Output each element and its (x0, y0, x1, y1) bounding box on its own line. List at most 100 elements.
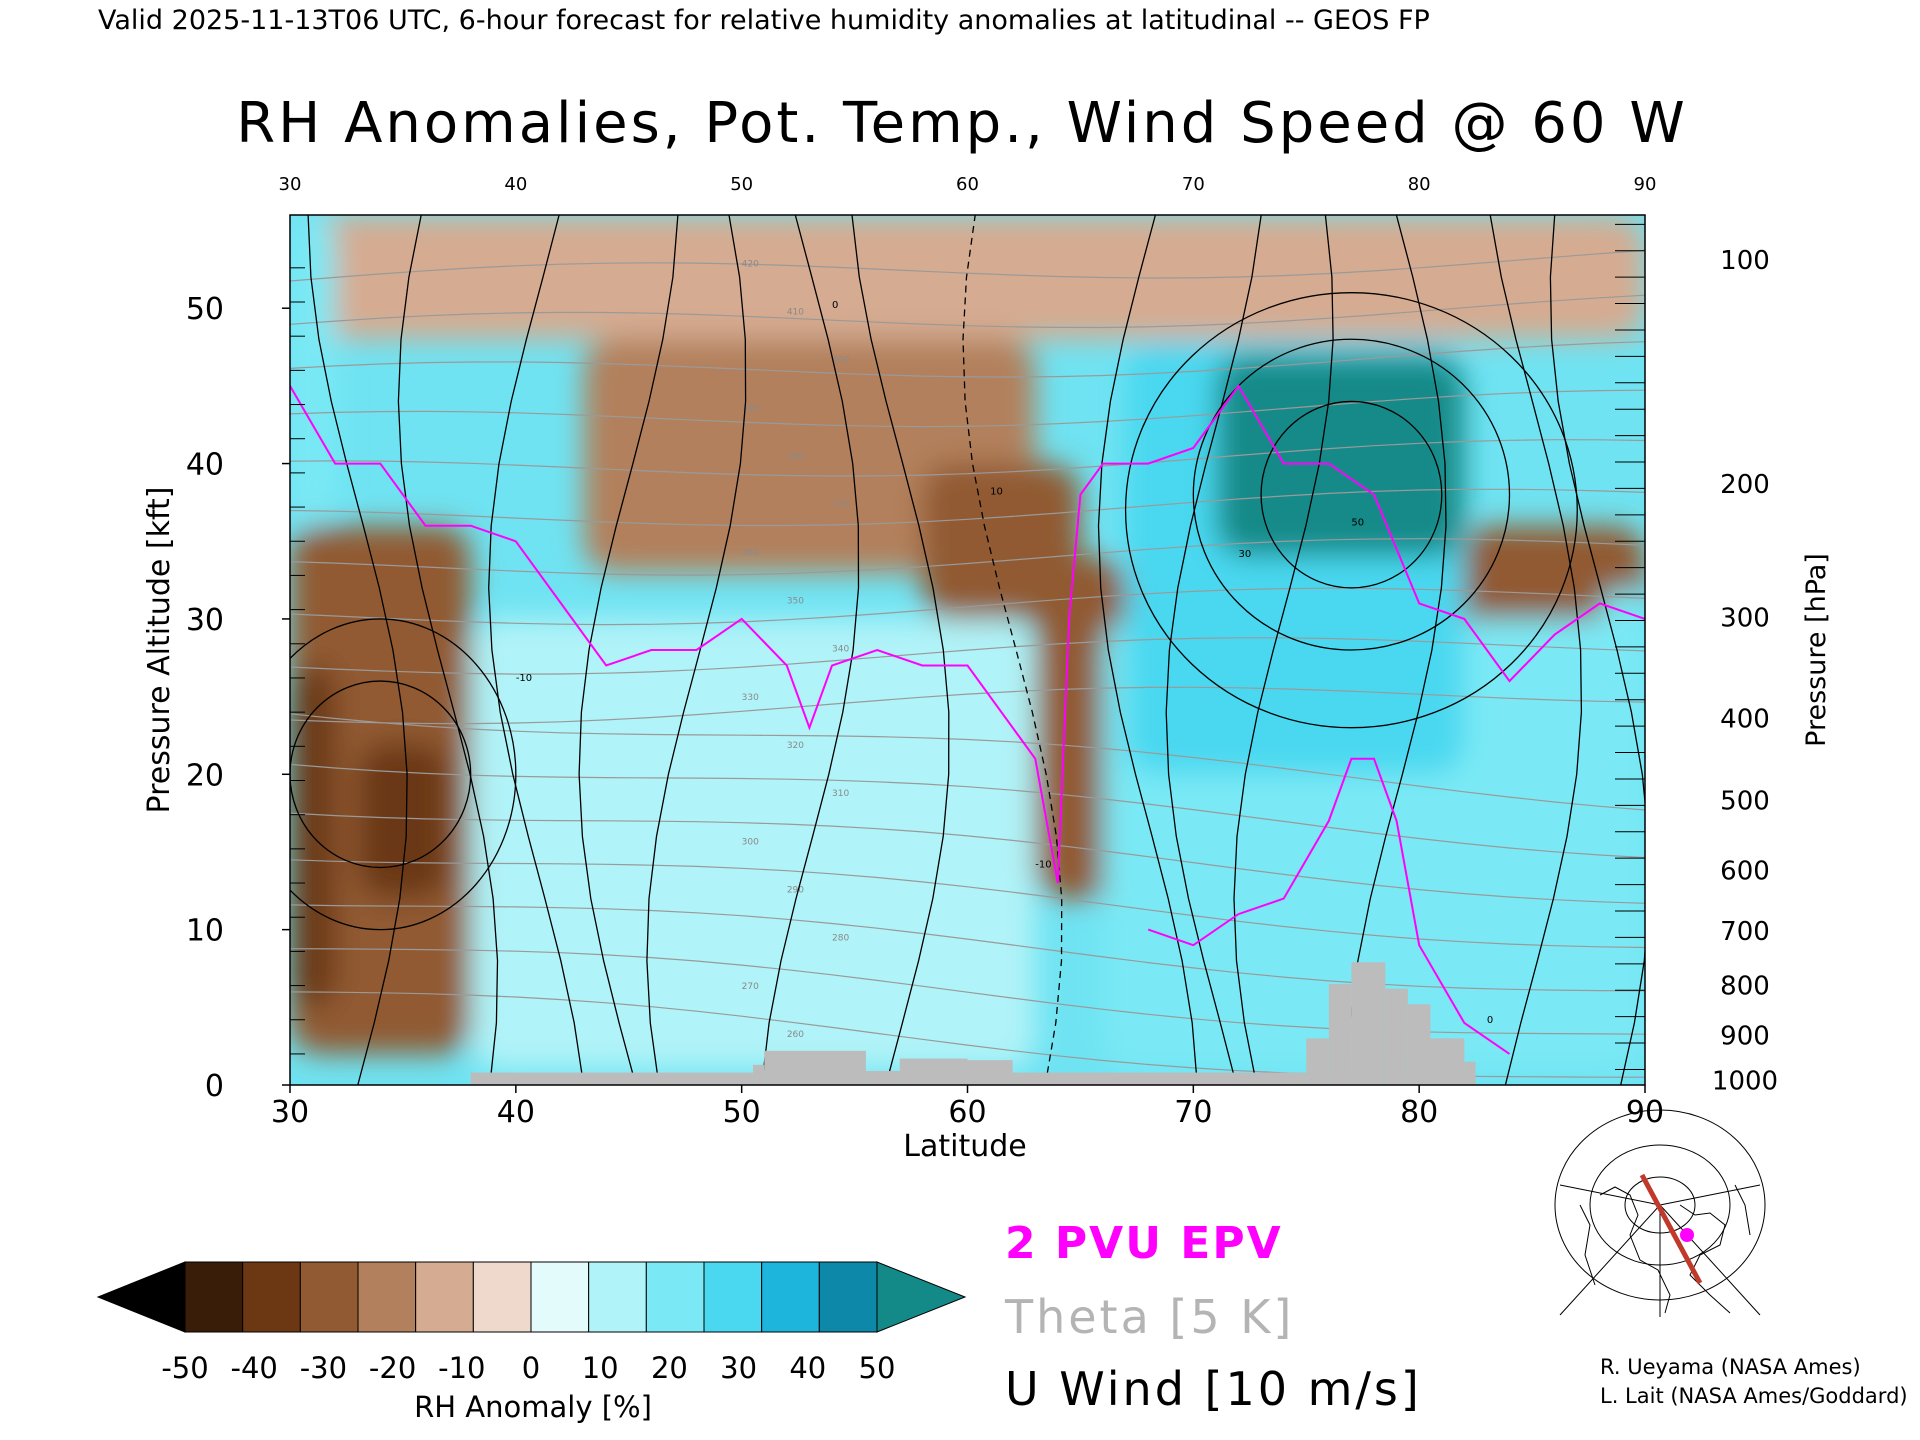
theta-contour-380 (290, 439, 1645, 477)
colorbar-swatch (530, 1261, 590, 1333)
u-wind-label: -10 (516, 673, 532, 684)
colorbar-swatch (415, 1261, 474, 1333)
x-tick-label-top: 40 (504, 174, 527, 195)
terrain-block-7 (1306, 1038, 1329, 1085)
pressure-tick-label: 200 (1720, 470, 1770, 500)
legend-u-wind: U Wind [10 m/s] (1005, 1362, 1422, 1416)
theta-label: 400 (832, 356, 849, 366)
rh-region-16 (1599, 587, 1645, 1054)
theta-contour-340 (290, 637, 1645, 675)
u-wind-contour-13 (1549, 215, 1645, 1085)
y-tick-label: 0 (205, 1069, 224, 1104)
pressure-tick-label: 600 (1720, 857, 1770, 887)
colorbar-tick-label: -10 (438, 1351, 485, 1385)
colorbar-swatch (703, 1261, 763, 1333)
theta-label: 410 (787, 308, 804, 318)
y-tick-label: 30 (186, 603, 224, 638)
u-wind-contour-6 (851, 215, 950, 1085)
rh-region-5 (357, 743, 449, 899)
x-tick-label: 70 (1174, 1095, 1212, 1130)
x-tick-label: 90 (1626, 1095, 1664, 1130)
terrain-block-0 (470, 1072, 753, 1085)
pressure-tick-marks (290, 223, 1645, 1070)
u-wind-label: -10 (1035, 860, 1051, 871)
rh-region-11 (470, 618, 1036, 1070)
u-wind-contour-3 (578, 215, 679, 1085)
terrain-block-3 (865, 1071, 900, 1085)
plot-area: 4204104003903803703603503403303203103002… (186, 174, 1778, 1130)
pressure-tick-label: 400 (1720, 704, 1770, 734)
colorbar-swatch (357, 1261, 417, 1333)
colorbar-tick-label: -40 (231, 1351, 278, 1385)
rh-colorbar: -50 -40 -30 -20 -10 0 10 20 30 40 50 (96, 1261, 967, 1385)
colorbar-swatch (818, 1261, 878, 1333)
u-wind-label: 0 (1487, 1015, 1493, 1026)
x-tick-label: 50 (723, 1095, 761, 1130)
theta-label: 320 (787, 741, 804, 751)
u-wind-core-3 (290, 680, 472, 869)
terrain-block-9 (1351, 962, 1386, 1085)
u-wind-label: 30 (1239, 549, 1252, 560)
theta-contour-330 (290, 686, 1645, 725)
u-wind-core-0 (1260, 400, 1443, 589)
colorbar-swatch (299, 1261, 359, 1333)
legend-theta: Theta [5 K] (1004, 1290, 1294, 1344)
u-wind-contours: -10 0 10 30 50 -10 0 (290, 215, 1645, 1085)
colorbar-tick-label: -50 (161, 1351, 208, 1385)
terrain-block-1 (752, 1064, 765, 1085)
rh-region-14 (1215, 354, 1465, 557)
theta-contour-370 (290, 488, 1645, 527)
terrain-block-13 (1464, 1061, 1476, 1085)
legend-epv: 2 PVU EPV (1005, 1218, 1283, 1269)
colorbar-swatch (761, 1261, 820, 1333)
x-tick-label-top: 90 (1634, 174, 1657, 195)
x-tick-label: 60 (948, 1095, 986, 1130)
theta-contours: 4204104003903803703603503403303203103002… (290, 249, 1645, 1078)
u-wind-contour-4 (646, 215, 747, 1085)
pressure-tick-label: 500 (1720, 787, 1770, 817)
u-wind-contour-2 (488, 215, 585, 1085)
x-axis-label: Latitude (903, 1129, 1026, 1164)
x-tick-label: 80 (1400, 1095, 1438, 1130)
colorbar-tick-label: 0 (522, 1351, 540, 1385)
u-wind-label: 0 (832, 300, 838, 311)
x-tick-label-top: 80 (1408, 174, 1431, 195)
theta-contour-350 (290, 587, 1645, 626)
u-wind-contour-7 (962, 215, 1063, 1085)
rh-region-15 (290, 215, 336, 526)
colorbar-tick-label: 50 (859, 1351, 896, 1385)
u-wind-contour-9 (1165, 215, 1262, 1085)
theta-label: 330 (742, 693, 759, 703)
valid-time-header: Valid 2025-11-13T06 UTC, 6-hour forecast… (98, 5, 1430, 36)
colorbar-label: RH Anomaly [%] (414, 1390, 652, 1424)
colorbar-swatch (472, 1261, 532, 1333)
colorbar-tick-label: 10 (582, 1351, 619, 1385)
theta-label: 340 (832, 645, 849, 655)
terrain-block-11 (1407, 1004, 1431, 1085)
terrain-block-6 (1012, 1072, 1307, 1085)
x-tick-label-top: 70 (1182, 174, 1205, 195)
theta-label: 390 (742, 404, 759, 414)
colorbar-swatch (645, 1261, 705, 1333)
rh-anomaly-field (290, 215, 1645, 1070)
colorbar-tick-label: 20 (651, 1351, 688, 1385)
legend: 2 PVU EPV Theta [5 K] U Wind [10 m/s] (1004, 1218, 1422, 1416)
pressure-tick-label: 300 (1720, 603, 1770, 633)
u-wind-label: 10 (990, 487, 1003, 498)
u-wind-core-1 (1192, 338, 1511, 651)
terrain-block-12 (1430, 1038, 1465, 1085)
chart-title: RH Anomalies, Pot. Temp., Wind Speed @ 6… (236, 91, 1687, 156)
u-wind-core-2 (1124, 292, 1578, 729)
x-tick-label-top: 30 (279, 174, 302, 195)
x-tick-label: 30 (271, 1095, 309, 1130)
y-tick-label: 10 (186, 914, 224, 949)
locator-map (1554, 1109, 1766, 1317)
rh-region-0 (290, 215, 1645, 340)
pressure-tick-label: 900 (1720, 1021, 1770, 1051)
theta-label: 380 (787, 452, 804, 462)
pressure-tick-label: 700 (1720, 917, 1770, 947)
colorbar-high-arrow (876, 1261, 967, 1333)
credit-line-2: L. Lait (NASA Ames/Goddard) (1600, 1384, 1908, 1408)
y-tick-label: 50 (186, 292, 224, 327)
